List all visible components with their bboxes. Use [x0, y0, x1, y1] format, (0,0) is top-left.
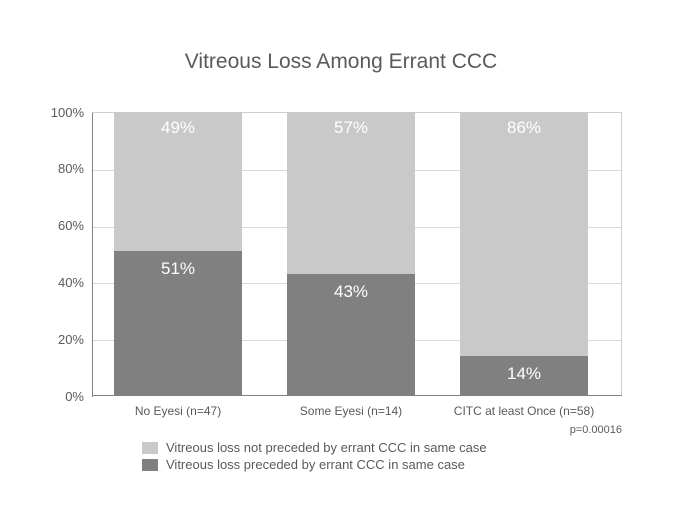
x-tick-label: No Eyesi (n=47): [104, 404, 252, 418]
y-tick-label: 60%: [42, 218, 84, 233]
legend-item: Vitreous loss preceded by errant CCC in …: [142, 457, 487, 472]
y-tick-label: 40%: [42, 275, 84, 290]
y-tick-label: 80%: [42, 161, 84, 176]
x-tick-label: Some Eyesi (n=14): [277, 404, 425, 418]
legend-swatch: [142, 442, 158, 454]
x-axis-line: [92, 395, 622, 396]
bar-value-label: 86%: [460, 118, 588, 138]
legend-item: Vitreous loss not preceded by errant CCC…: [142, 440, 487, 455]
legend-label: Vitreous loss not preceded by errant CCC…: [166, 440, 487, 455]
p-value: p=0.00016: [542, 424, 622, 436]
bar-segment-not_preceded: 57%: [287, 112, 415, 274]
bar-group: 14% 86%: [460, 112, 588, 396]
bar-value-label: 43%: [287, 282, 415, 302]
bar-segment-preceded: 51%: [114, 251, 242, 396]
chart-canvas: Vitreous Loss Among Errant CCC 51% 49% 43%…: [0, 0, 682, 512]
bar-value-label: 49%: [114, 118, 242, 138]
legend: Vitreous loss not preceded by errant CCC…: [142, 440, 487, 474]
bar-segment-preceded: 43%: [287, 274, 415, 396]
bar-value-label: 14%: [460, 364, 588, 384]
plot-area: 51% 49% 43% 57% 14% 86%: [92, 112, 622, 396]
bar-segment-preceded: 14%: [460, 356, 588, 396]
bar-group: 51% 49%: [114, 112, 242, 396]
bar-segment-not_preceded: 86%: [460, 112, 588, 356]
chart-title: Vitreous Loss Among Errant CCC: [0, 50, 682, 74]
x-tick-label: CITC at least Once (n=58): [450, 404, 598, 418]
y-tick-label: 100%: [42, 105, 84, 120]
legend-label: Vitreous loss preceded by errant CCC in …: [166, 457, 465, 472]
y-tick-label: 0%: [42, 389, 84, 404]
bar-group: 43% 57%: [287, 112, 415, 396]
y-axis-line: [92, 113, 93, 397]
bar-value-label: 57%: [287, 118, 415, 138]
y-tick-label: 20%: [42, 332, 84, 347]
legend-swatch: [142, 459, 158, 471]
bar-value-label: 51%: [114, 259, 242, 279]
bar-segment-not_preceded: 49%: [114, 112, 242, 251]
